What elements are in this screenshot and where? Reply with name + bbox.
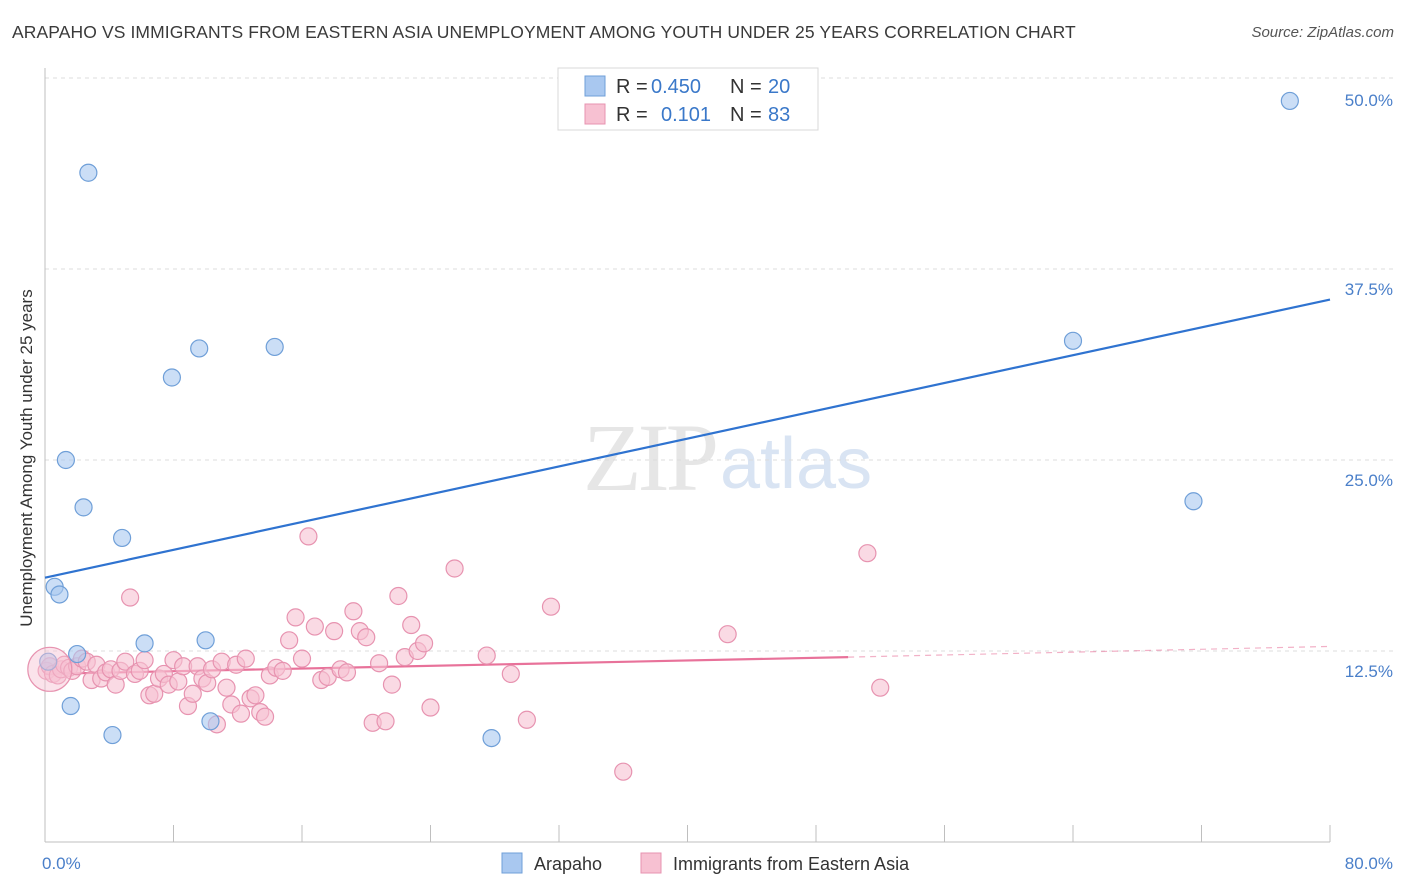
immigrants-point: [858, 544, 877, 563]
immigrants-point: [246, 686, 265, 705]
legend-n-label-arapaho: N =: [730, 76, 762, 98]
immigrants-point: [414, 634, 434, 653]
immigrants-point: [445, 559, 464, 578]
series-legend-label-arapaho: Arapaho: [534, 854, 602, 874]
correlation-legend: R = 0.450 N = 20 R = 0.101 N = 83: [557, 67, 819, 131]
trend-line-immigrants-extrapolated: [848, 645, 1331, 658]
immigrants-point: [517, 710, 536, 729]
data-points: [27, 91, 1299, 781]
chart-source: Source: ZipAtlas.com: [1251, 24, 1394, 41]
series-legend-swatch-arapaho: [501, 852, 523, 874]
immigrants-point: [183, 684, 202, 703]
immigrants-point: [541, 597, 561, 616]
legend-n-value-arapaho: 20: [768, 76, 790, 98]
arapaho-point: [79, 163, 98, 182]
immigrants-point: [357, 628, 376, 647]
arapaho-point: [201, 712, 220, 731]
immigrants-point: [421, 698, 440, 717]
arapaho-point: [1184, 492, 1203, 511]
immigrants-point: [217, 678, 236, 697]
series-legend-label-immigrants: Immigrants from Eastern Asia: [673, 854, 910, 874]
axes: 0.0% 80.0%: [42, 68, 1393, 873]
y-axis-label-group: Unemployment Among Youth under 25 years: [17, 289, 36, 626]
immigrants-point: [273, 661, 292, 680]
immigrants-point: [402, 615, 421, 635]
immigrants-point: [169, 672, 188, 691]
immigrants-point: [370, 654, 389, 673]
y-tick-label: 12.5%: [1345, 662, 1393, 681]
y-tick-label: 37.5%: [1345, 280, 1393, 299]
immigrants-point: [376, 712, 395, 731]
arapaho-point: [61, 696, 80, 716]
legend-r-value-arapaho: 0.450: [651, 76, 701, 98]
immigrants-point: [116, 652, 135, 671]
immigrants-point: [477, 646, 496, 665]
immigrants-point: [299, 527, 318, 546]
y-tick-label: 50.0%: [1345, 91, 1393, 110]
legend-n-value-immigrants: 83: [768, 104, 790, 126]
series-legend-swatch-immigrants: [640, 852, 662, 874]
legend-n-label-immigrants: N =: [730, 104, 762, 126]
immigrants-point: [718, 625, 737, 644]
arapaho-point: [162, 368, 181, 387]
arapaho-point: [135, 634, 154, 653]
legend-swatch-immigrants: [584, 103, 606, 125]
immigrants-point: [614, 762, 633, 781]
arapaho-point: [482, 728, 501, 748]
immigrants-point: [231, 704, 251, 723]
immigrants-point: [255, 707, 275, 726]
immigrants-point: [236, 649, 255, 668]
immigrants-point: [286, 608, 305, 627]
immigrants-point: [337, 663, 357, 682]
arapaho-point: [190, 339, 209, 358]
immigrants-point: [871, 678, 890, 697]
immigrants-point: [382, 675, 402, 694]
watermark-zip: ZIP: [583, 404, 716, 511]
series-legend: Arapaho Immigrants from Eastern Asia: [501, 852, 910, 874]
legend-r-label-immigrants: R =: [616, 104, 648, 126]
x-tick-label: 80.0%: [1345, 854, 1393, 873]
grid-lines: 12.5% 25.0% 37.5% 50.0%: [45, 77, 1393, 681]
arapaho-point: [39, 652, 58, 671]
y-axis-label: Unemployment Among Youth under 25 years: [17, 289, 36, 626]
immigrants-point: [121, 588, 140, 607]
watermark: ZIP atlas: [583, 404, 872, 511]
x-tick-label: 0.0%: [42, 854, 81, 873]
watermark-atlas: atlas: [720, 424, 872, 504]
arapaho-point: [1280, 91, 1299, 111]
immigrants-point: [325, 622, 344, 641]
arapaho-point: [56, 450, 75, 470]
arapaho-point: [112, 528, 132, 548]
immigrants-point: [135, 651, 154, 670]
immigrants-point-cluster: [27, 646, 73, 692]
immigrants-point: [344, 602, 363, 621]
immigrants-point: [501, 664, 520, 684]
arapaho-point: [196, 631, 215, 650]
immigrants-point: [305, 617, 324, 636]
arapaho-point: [74, 498, 93, 517]
legend-swatch-arapaho: [584, 75, 606, 97]
y-tick-label: 25.0%: [1345, 471, 1393, 490]
arapaho-point: [50, 585, 69, 604]
arapaho-point: [68, 644, 87, 664]
legend-r-value-immigrants: 0.101: [661, 104, 711, 126]
immigrants-point: [292, 649, 312, 668]
immigrants-point: [280, 631, 299, 650]
arapaho-point: [103, 725, 122, 745]
arapaho-point: [1063, 331, 1083, 350]
arapaho-point: [265, 337, 284, 357]
legend-r-label-arapaho: R =: [616, 76, 648, 98]
immigrants-point: [389, 586, 408, 606]
trend-line-arapaho: [44, 298, 1331, 579]
chart-title: ARAPAHO VS IMMIGRANTS FROM EASTERN ASIA …: [12, 22, 1076, 42]
